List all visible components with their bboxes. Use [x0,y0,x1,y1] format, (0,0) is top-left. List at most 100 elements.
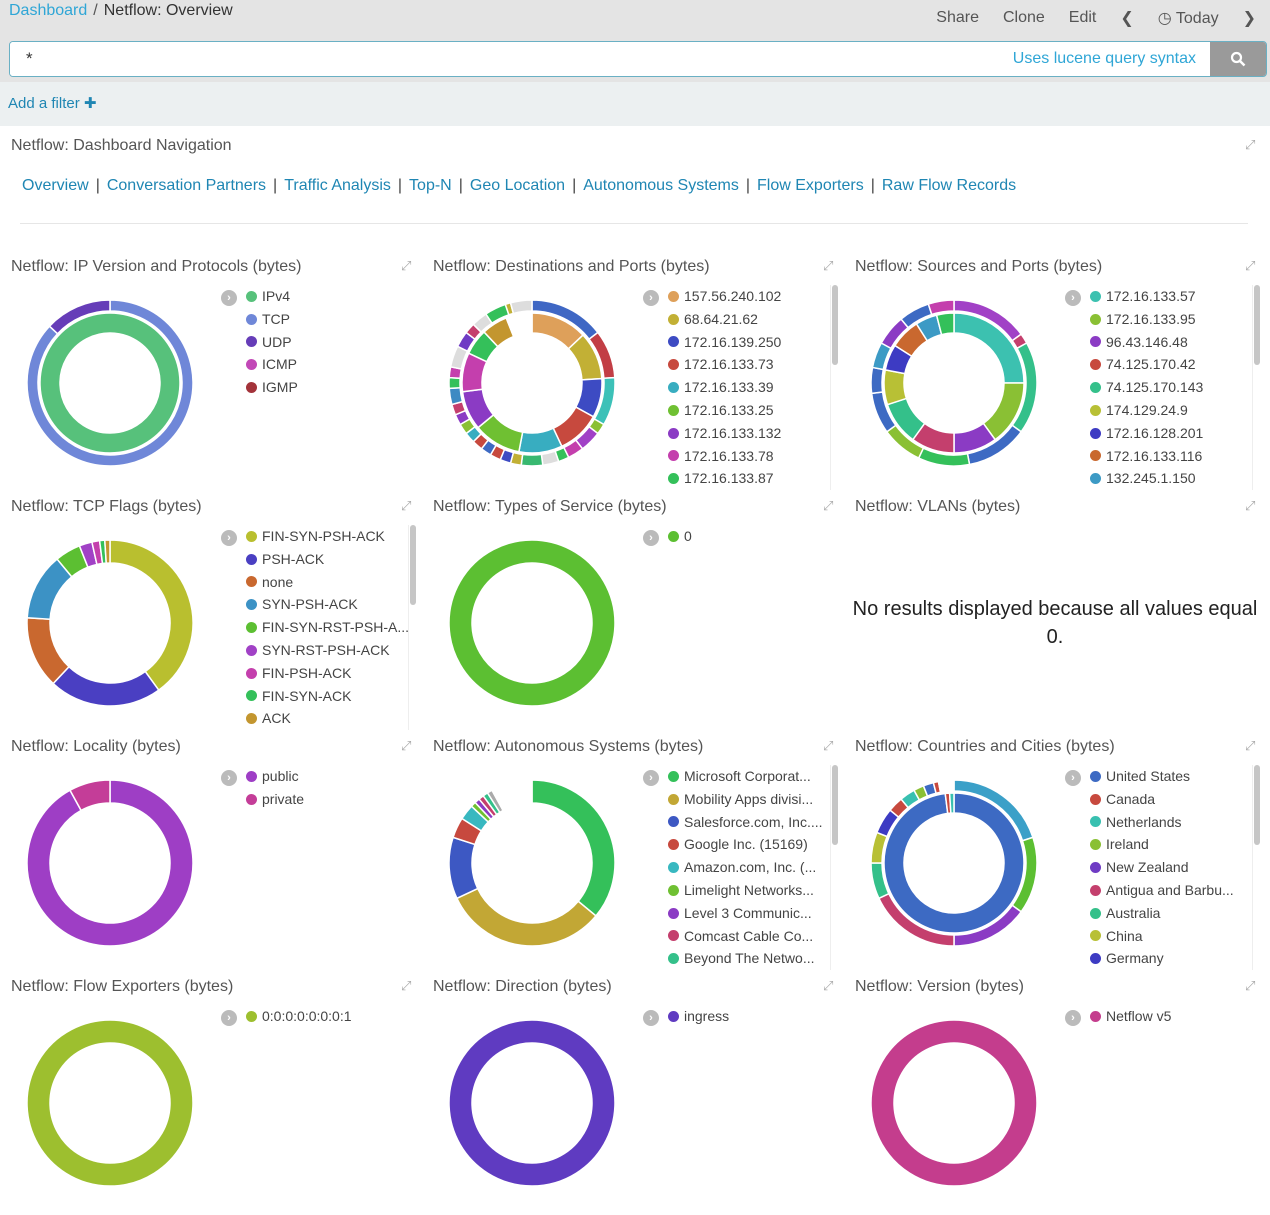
legend-toggle-icon[interactable]: › [221,770,237,786]
breadcrumb-dashboard-link[interactable]: Dashboard [9,2,88,19]
legend-item[interactable]: ACK [246,707,404,730]
legend-item[interactable]: 157.56.240.102 [668,285,826,308]
donut-slice[interactable] [26,779,194,947]
donut-slice[interactable] [26,616,70,685]
expand-icon[interactable]: ⤢ [823,498,834,513]
legend-item[interactable]: Ireland [1090,833,1248,856]
legend-item[interactable]: 172.16.133.25 [668,399,826,422]
time-picker-button[interactable]: ◷ Today [1158,8,1219,28]
add-filter-button[interactable]: Add a filter ✚ [8,94,96,112]
legend-item[interactable]: China [1090,925,1248,948]
donut-slice[interactable] [109,539,194,692]
expand-icon[interactable]: ⤢ [401,978,412,993]
expand-icon[interactable]: ⤢ [1245,978,1256,993]
legend-item[interactable]: Google Inc. (15169) [668,833,826,856]
legend-scrollbar[interactable] [1252,765,1260,970]
donut-slice[interactable] [540,450,560,467]
donut-slice[interactable] [39,312,181,454]
donut-slice[interactable] [927,299,955,316]
legend-item[interactable]: FIN-SYN-ACK [246,685,404,708]
legend-item[interactable]: Microsoft Corporat... [668,765,826,788]
donut-slice[interactable] [520,453,544,467]
legend-item[interactable]: public [246,765,404,788]
legend-item[interactable]: 74.125.170.143 [1090,376,1248,399]
nav-link-traffic-analysis[interactable]: Traffic Analysis [284,177,391,194]
donut-slice[interactable] [509,299,533,315]
donut-slice[interactable] [883,369,908,406]
nav-link-raw-flow-records[interactable]: Raw Flow Records [881,177,1017,194]
legend-toggle-icon[interactable]: › [221,290,237,306]
legend-item[interactable]: 172.16.133.73 [668,353,826,376]
legend-item[interactable]: FIN-PSH-ACK [246,662,404,685]
legend-toggle-icon[interactable]: › [643,290,659,306]
legend-item[interactable]: United States [1090,765,1248,788]
legend-item[interactable]: FIN-SYN-RST-PSH-A... [246,616,409,639]
legend-item[interactable]: SYN-PSH-ACK [246,593,404,616]
legend-item[interactable]: Limelight Networks... [668,879,826,902]
legend-item[interactable]: 172.16.133.57 [1090,285,1248,308]
chevron-right-icon[interactable]: ❯ [1242,10,1256,27]
expand-icon[interactable]: ⤢ [401,258,412,273]
legend-item[interactable]: 172.16.133.132 [668,422,826,445]
legend-item[interactable]: UDP [246,331,404,354]
donut-slice[interactable] [935,312,955,336]
legend-item[interactable]: 172.16.133.78 [668,445,826,468]
legend-toggle-icon[interactable]: › [1065,290,1081,306]
donut-slice[interactable] [870,366,885,395]
donut-slice[interactable] [505,312,533,338]
legend-item[interactable]: 172.16.133.95 [1090,308,1248,331]
legend-item[interactable]: New Zealand [1090,856,1248,879]
clone-button[interactable]: Clone [1002,9,1045,26]
legend-item[interactable]: none [246,571,404,594]
legend-item[interactable]: 174.129.24.9 [1090,399,1248,422]
legend-item[interactable]: Mobility Apps divisi... [668,788,826,811]
legend-item[interactable]: SYN-RST-PSH-ACK [246,639,404,662]
legend-item[interactable]: TCP [246,308,404,331]
legend-item[interactable]: Australia [1090,902,1248,925]
legend-item[interactable]: 0 [668,525,826,548]
legend-item[interactable]: Amazon.com, Inc. (... [668,856,826,879]
legend-toggle-icon[interactable]: › [643,1010,659,1026]
legend-item[interactable]: 172.16.133.39 [668,376,826,399]
legend-item[interactable]: ingress [668,1005,826,1028]
legend-scrollbar[interactable] [830,765,838,970]
legend-item[interactable]: Level 3 Communic... [668,902,826,925]
legend-item[interactable]: 132.245.1.150 [1090,467,1248,490]
expand-icon[interactable]: ⤢ [1245,738,1256,753]
legend-item[interactable]: 74.125.170.42 [1090,353,1248,376]
legend-item[interactable]: Canada [1090,788,1248,811]
legend-item[interactable]: Germany [1090,947,1248,970]
expand-icon[interactable]: ⤢ [823,258,834,273]
legend-item[interactable]: FIN-SYN-PSH-ACK [246,525,404,548]
legend-item[interactable]: 172.16.133.87 [668,467,826,490]
donut-slice[interactable] [531,779,616,917]
donut-slice[interactable] [448,376,461,390]
donut-slice[interactable] [870,1019,1038,1187]
expand-icon[interactable]: ⤢ [823,738,834,753]
donut-slice[interactable] [448,1019,616,1187]
nav-link-top-n[interactable]: Top-N [409,177,452,194]
expand-icon[interactable]: ⤢ [1245,498,1256,513]
donut-slice[interactable] [448,836,479,900]
lucene-syntax-link[interactable]: Uses lucene query syntax [1012,50,1196,67]
nav-link-flow-exporters[interactable]: Flow Exporters [757,177,864,194]
legend-item[interactable]: private [246,788,404,811]
donut-slice[interactable] [52,665,160,707]
expand-icon[interactable]: ⤢ [401,738,412,753]
legend-scrollbar[interactable] [830,285,838,490]
legend-item[interactable]: Netherlands [1090,811,1248,834]
legend-item[interactable]: Antigua and Barbu... [1090,879,1248,902]
donut-slice[interactable] [448,386,464,406]
legend-item[interactable]: 68.64.21.62 [668,308,826,331]
donut-slice[interactable] [953,312,1025,384]
legend-item[interactable]: Comcast Cable Co... [668,925,826,948]
donut-slice[interactable] [48,299,111,335]
donut-slice[interactable] [455,887,598,947]
donut-slice[interactable] [490,779,533,812]
legend-item[interactable]: PSH-ACK [246,548,404,571]
nav-link-geo-location[interactable]: Geo Location [469,177,566,194]
donut-slice[interactable] [26,1019,194,1187]
legend-toggle-icon[interactable]: › [221,530,237,546]
legend-scrollbar[interactable] [1252,285,1260,490]
legend-toggle-icon[interactable]: › [1065,770,1081,786]
